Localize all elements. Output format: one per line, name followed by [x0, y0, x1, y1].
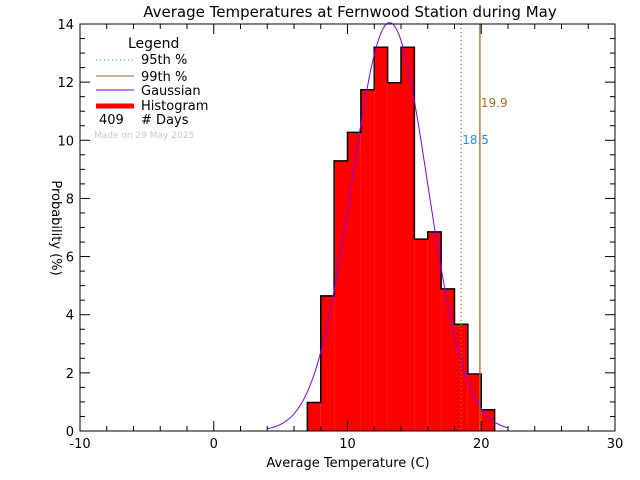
x-tick-label: 30	[607, 437, 624, 452]
percentile-label: 18.5	[462, 133, 489, 147]
y-tick-label: 14	[57, 18, 74, 33]
gaussian-curve	[267, 22, 509, 430]
y-tick-label: 10	[57, 134, 74, 149]
legend: Legend 95th % 99th % Gaussian Histogram …	[94, 36, 208, 141]
legend-days-label: # Days	[141, 113, 189, 128]
histogram-bar	[441, 288, 455, 431]
histogram-bar	[387, 82, 401, 431]
histogram-bar	[307, 402, 321, 431]
histogram-bar	[374, 47, 388, 431]
histogram-outline	[306, 46, 496, 431]
histogram-bar	[334, 160, 348, 431]
histogram-bar	[427, 231, 442, 431]
histogram-bar	[347, 132, 361, 431]
x-tick-label: 0	[210, 437, 218, 452]
x-axis-label: Average Temperature (C)	[266, 456, 429, 471]
histogram-bar	[481, 409, 495, 431]
chart-title: Average Temperatures at Fernwood Station…	[143, 3, 557, 21]
x-tick-label: 10	[339, 437, 356, 452]
y-tick-label: 0	[66, 425, 74, 440]
legend-title: Legend	[128, 36, 179, 52]
legend-days-count: 409	[99, 113, 124, 128]
histogram-bar	[320, 295, 335, 431]
y-tick-label: 2	[66, 367, 74, 382]
y-axis-label: Probability (%)	[48, 180, 63, 275]
made-on-annotation: Made on 29 May 2025	[94, 131, 194, 141]
percentile-label: 19.9	[481, 96, 508, 110]
y-tick-label: 4	[66, 309, 74, 324]
x-tick-label: -10	[69, 437, 90, 452]
histogram-bar	[401, 47, 415, 431]
y-tick-label: 8	[66, 192, 74, 207]
legend-label-95th: 95th %	[141, 53, 187, 68]
histogram-bar	[414, 239, 428, 431]
legend-label-gaussian: Gaussian	[141, 84, 201, 99]
y-tick-label: 6	[66, 251, 74, 266]
y-tick-label: 12	[57, 76, 74, 91]
histogram-bar	[467, 374, 482, 431]
legend-label-histogram: Histogram	[141, 99, 208, 114]
x-tick-label: 20	[473, 437, 490, 452]
histogram-bar	[360, 89, 375, 432]
legend-label-99th: 99th %	[141, 70, 187, 85]
